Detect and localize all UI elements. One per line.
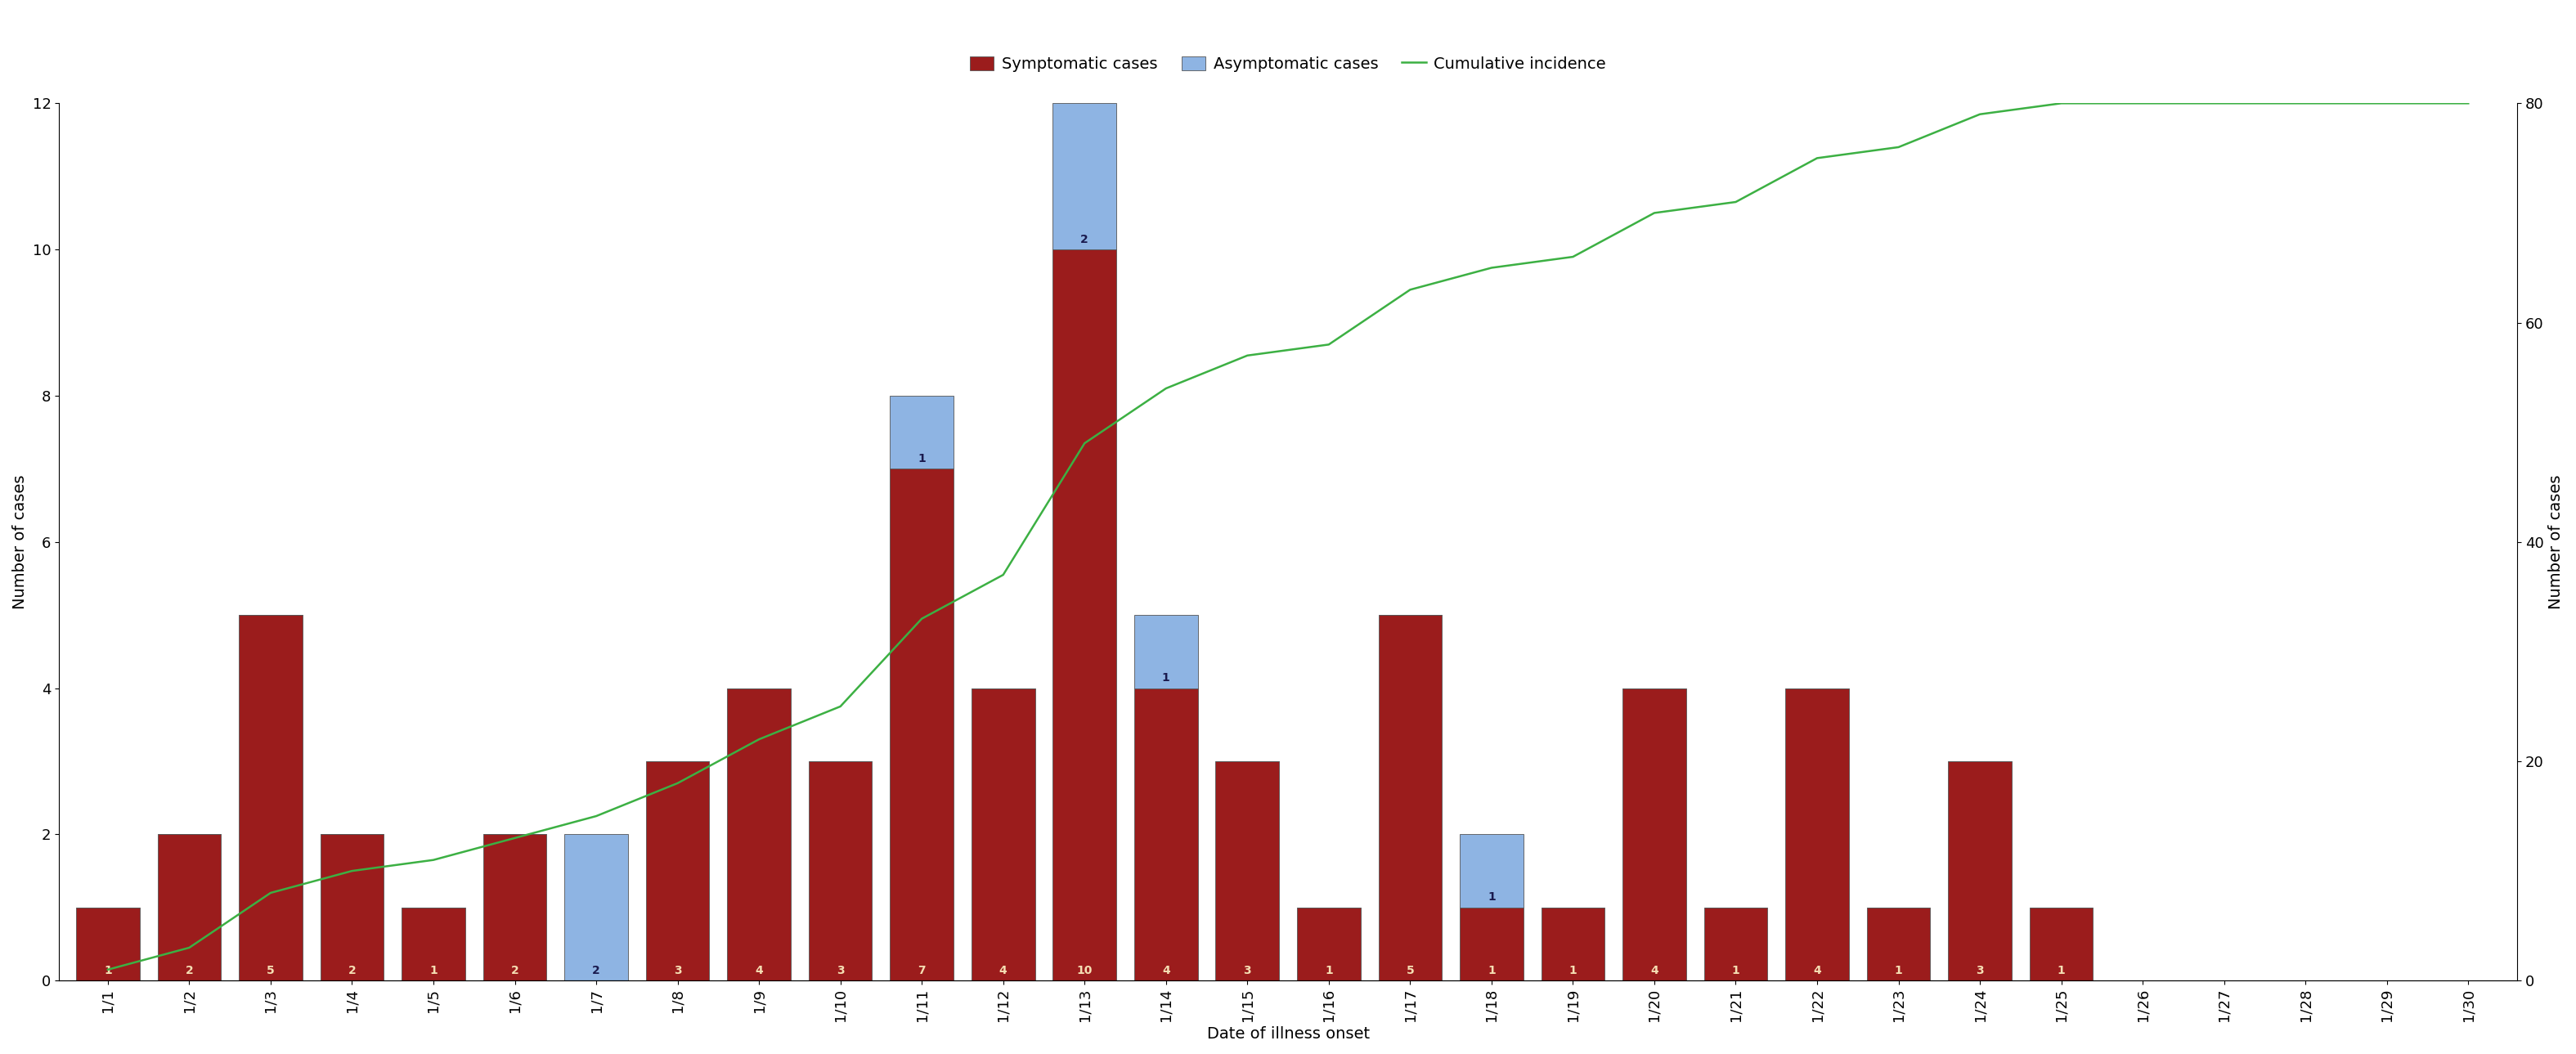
Text: 4: 4 (1814, 964, 1821, 976)
Bar (1133, 616, 1198, 688)
Y-axis label: Number of cases: Number of cases (13, 474, 28, 609)
Text: 1: 1 (1731, 964, 1739, 976)
Cumulative incidence (987, 568, 1018, 581)
Bar (1378, 616, 1443, 980)
Text: 10: 10 (1077, 964, 1092, 976)
Cumulative incidence (2290, 97, 2321, 110)
Bar (1947, 761, 2012, 980)
Cumulative incidence (1965, 108, 1996, 120)
Bar (1703, 907, 1767, 980)
Bar (891, 395, 953, 469)
Cumulative incidence (1394, 284, 1425, 296)
Text: 1: 1 (1569, 964, 1577, 976)
Cumulative incidence (1801, 152, 1832, 164)
Bar (157, 835, 222, 980)
Cumulative incidence (2128, 97, 2159, 110)
Bar (1296, 907, 1360, 980)
Text: 5: 5 (1406, 964, 1414, 976)
Cumulative incidence (662, 777, 693, 789)
Bar (971, 688, 1036, 980)
Bar (1216, 761, 1280, 980)
Cumulative incidence (1069, 437, 1100, 450)
Text: 1: 1 (1893, 964, 1904, 976)
Cumulative incidence (255, 886, 286, 899)
Bar (891, 469, 953, 980)
Cumulative incidence (500, 832, 531, 844)
Legend: Symptomatic cases, Asymptomatic cases, Cumulative incidence: Symptomatic cases, Asymptomatic cases, C… (963, 50, 1613, 78)
Bar (402, 907, 466, 980)
Text: 4: 4 (1651, 964, 1659, 976)
Bar (2030, 907, 2094, 980)
Cumulative incidence (580, 809, 611, 822)
Text: 1: 1 (1324, 964, 1332, 976)
Cumulative incidence (1721, 196, 1752, 209)
Text: 1: 1 (917, 453, 925, 465)
Text: 1: 1 (1162, 672, 1170, 684)
Text: 1: 1 (1486, 892, 1497, 903)
Text: 1: 1 (1486, 964, 1497, 976)
Text: 7: 7 (917, 964, 925, 976)
Bar (1054, 103, 1115, 250)
Bar (1623, 688, 1687, 980)
Cumulative incidence (1558, 251, 1589, 264)
Text: 4: 4 (1162, 964, 1170, 976)
Text: 5: 5 (268, 964, 276, 976)
Line: Cumulative incidence: Cumulative incidence (108, 103, 2468, 970)
Text: 1: 1 (2058, 964, 2066, 976)
Text: 3: 3 (837, 964, 845, 976)
Cumulative incidence (907, 612, 938, 625)
Cumulative incidence (744, 733, 775, 745)
Text: 4: 4 (999, 964, 1007, 976)
Y-axis label: Number of cases: Number of cases (2548, 474, 2563, 609)
Cumulative incidence (1883, 141, 1914, 154)
Text: 3: 3 (675, 964, 683, 976)
Bar (1461, 835, 1522, 907)
Bar (1540, 907, 1605, 980)
Bar (484, 835, 546, 980)
Cumulative incidence (93, 963, 124, 976)
Text: 3: 3 (1976, 964, 1984, 976)
Bar (319, 835, 384, 980)
Text: 2: 2 (185, 964, 193, 976)
Bar (647, 761, 708, 980)
Text: 2: 2 (592, 964, 600, 976)
Cumulative incidence (824, 700, 855, 713)
Cumulative incidence (1151, 383, 1182, 395)
Text: 1: 1 (103, 964, 111, 976)
Bar (1133, 688, 1198, 980)
Cumulative incidence (2452, 97, 2483, 110)
Bar (240, 616, 301, 980)
Cumulative incidence (173, 941, 204, 954)
Text: 1: 1 (430, 964, 438, 976)
Bar (1785, 688, 1850, 980)
Cumulative incidence (1476, 261, 1507, 274)
Text: 2: 2 (348, 964, 355, 976)
Cumulative incidence (2372, 97, 2403, 110)
Text: 3: 3 (1244, 964, 1252, 976)
Text: 2: 2 (510, 964, 518, 976)
Bar (1868, 907, 1929, 980)
Cumulative incidence (2045, 97, 2076, 110)
Bar (1054, 250, 1115, 980)
Bar (77, 907, 139, 980)
Cumulative incidence (1638, 207, 1669, 219)
Bar (809, 761, 873, 980)
Text: 2: 2 (1079, 234, 1090, 246)
Cumulative incidence (2208, 97, 2239, 110)
Cumulative incidence (1314, 338, 1345, 351)
Cumulative incidence (417, 854, 448, 866)
X-axis label: Date of illness onset: Date of illness onset (1206, 1027, 1370, 1041)
Bar (726, 688, 791, 980)
Text: 4: 4 (755, 964, 762, 976)
Bar (1461, 907, 1522, 980)
Bar (564, 835, 629, 980)
Cumulative incidence (1231, 349, 1262, 362)
Cumulative incidence (337, 864, 368, 877)
